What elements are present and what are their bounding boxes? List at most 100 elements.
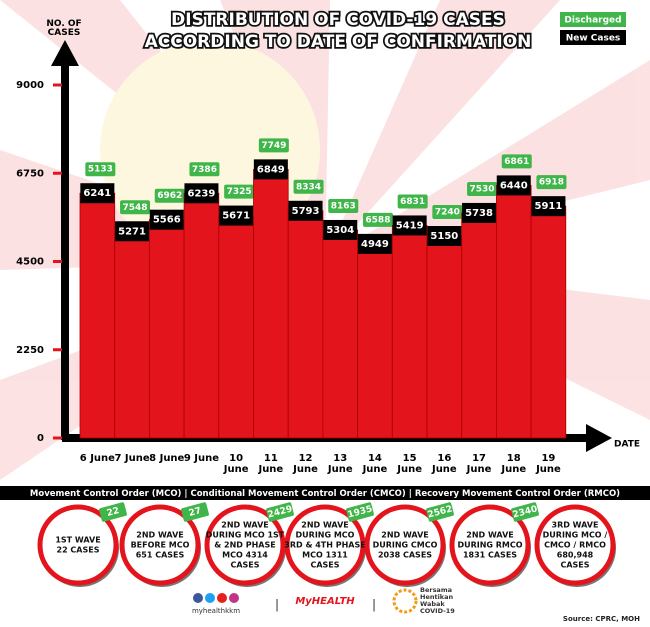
bar: [426, 235, 463, 439]
campaign-logo: [392, 588, 418, 614]
chart-title: DISTRIBUTION OF COVID-19 CASES: [171, 10, 505, 30]
discharged-label-bg: [85, 162, 116, 177]
x-tick-label: 18 June: [501, 453, 527, 475]
x-axis-label: DATE: [614, 440, 640, 450]
wave-text: CASES: [310, 561, 339, 570]
y-tick-label: 9000: [16, 80, 44, 91]
x-tick-label: 13 June: [327, 453, 353, 475]
bar: [391, 225, 428, 439]
discharged-label-bg: [397, 194, 428, 209]
discharged-label: 6918: [539, 178, 564, 188]
y-tick-label: 6750: [16, 168, 44, 179]
y-tick-label: 0: [37, 433, 44, 444]
wave-circle: [284, 504, 366, 586]
legend-label: Discharged: [564, 16, 621, 26]
x-tick-label: 12 June: [293, 453, 318, 475]
wave-text: 651 CASES: [136, 551, 185, 560]
new-cases-label-bg: [496, 175, 531, 196]
wave-text: DURING MCO: [296, 531, 355, 540]
bar: [495, 185, 532, 439]
wave-circle: [119, 504, 201, 586]
discharged-label: 7325: [227, 187, 252, 197]
bar: [530, 205, 567, 439]
wave-badge-bg: [426, 502, 454, 522]
new-cases-label: 5304: [326, 225, 354, 236]
wave-text: 2ND WAVE: [466, 531, 513, 540]
discharged-label: 7530: [470, 184, 495, 194]
social-icon: [229, 593, 239, 603]
discharged-label-bg: [293, 179, 324, 194]
discharged-label: 6861: [504, 157, 529, 167]
bar: [287, 210, 324, 439]
discharged-label-bg: [224, 184, 255, 199]
wave-badge-bg: [181, 502, 209, 522]
wave-badge: 27: [188, 506, 203, 519]
chart-title: ACCORDING TO DATE OF CONFIRMATION: [145, 32, 532, 52]
wave-text: 2ND WAVE: [136, 531, 183, 540]
discharged-label: 5133: [88, 165, 113, 175]
bar: [322, 229, 358, 439]
bar: [148, 219, 185, 439]
bar: [79, 192, 116, 439]
wave-text: DURING RMCO: [457, 541, 522, 550]
divider: |: [372, 598, 376, 612]
footer-campaign: Wabak: [420, 600, 445, 608]
bar: [461, 212, 497, 439]
x-tick-label: 17 June: [466, 453, 492, 475]
wave-text: 2ND WAVE: [381, 531, 428, 540]
x-tick-label: 9 June: [183, 453, 220, 464]
x-tick-label: 11 June: [258, 453, 284, 475]
wave-text: CMCO / RMCO: [544, 541, 606, 550]
wave-badge-bg: [511, 502, 539, 522]
x-tick-label: 19 June: [536, 453, 561, 475]
wave-badge: 22: [106, 506, 121, 519]
footer-campaign: COVID-19: [420, 607, 455, 615]
wave-circle: [534, 504, 616, 586]
wave-badge-bg: [346, 502, 374, 522]
wave-circle: [37, 504, 119, 586]
new-cases-label: 6440: [500, 180, 528, 191]
new-cases-label-bg: [531, 196, 566, 217]
x-tick-label: 7 June: [114, 453, 150, 464]
wave-text: 2ND WAVE: [221, 521, 268, 530]
new-cases-label-bg: [357, 233, 392, 254]
y-tick-label: 2250: [16, 345, 44, 356]
discharged-label: 6831: [400, 197, 425, 207]
discharged-label: 7386: [192, 165, 217, 175]
wave-text: DURING CMCO: [373, 541, 438, 550]
wave-circle: [204, 504, 286, 586]
footer-campaign: Hentikan: [420, 593, 454, 601]
discharged-label-bg: [258, 138, 289, 153]
footer-campaign: Bersama: [420, 586, 452, 594]
wave-text: DURING MCO 1ST: [206, 531, 285, 540]
new-cases-label-bg: [462, 202, 497, 223]
wave-text: BEFORE MCO: [131, 541, 190, 550]
discharged-label-bg: [154, 188, 185, 203]
new-cases-label: 6849: [257, 164, 285, 175]
discharged-label-bg: [189, 162, 220, 177]
new-cases-label-bg: [253, 159, 288, 180]
y-tick-label: 4500: [16, 257, 44, 268]
new-cases-label-bg: [392, 215, 427, 236]
new-cases-label: 6239: [188, 188, 216, 199]
wave-text: MCO 4314: [222, 551, 268, 560]
x-tick-label: 16 June: [431, 453, 457, 475]
x-tick-label: 10 June: [223, 453, 249, 475]
legend-swatch: [560, 30, 626, 45]
banner: Movement Control Order (MCO) | Condition…: [30, 489, 620, 499]
wave-text: 3RD WAVE: [552, 521, 599, 530]
new-cases-label-bg: [80, 183, 115, 204]
x-tick-label: 6 June: [79, 453, 115, 464]
new-cases-label-bg: [219, 205, 254, 226]
x-tick-label: 8 June: [149, 453, 185, 464]
x-arrow: [586, 424, 612, 452]
discharged-label: 6588: [365, 215, 390, 225]
social-icon: [217, 593, 227, 603]
bar: [253, 168, 289, 439]
new-cases-label: 5793: [292, 206, 320, 217]
wave-text: 2ND WAVE: [301, 521, 348, 530]
discharged-label-bg: [328, 198, 359, 213]
wave-text: CASES: [230, 561, 259, 570]
legend-swatch: [560, 12, 626, 27]
